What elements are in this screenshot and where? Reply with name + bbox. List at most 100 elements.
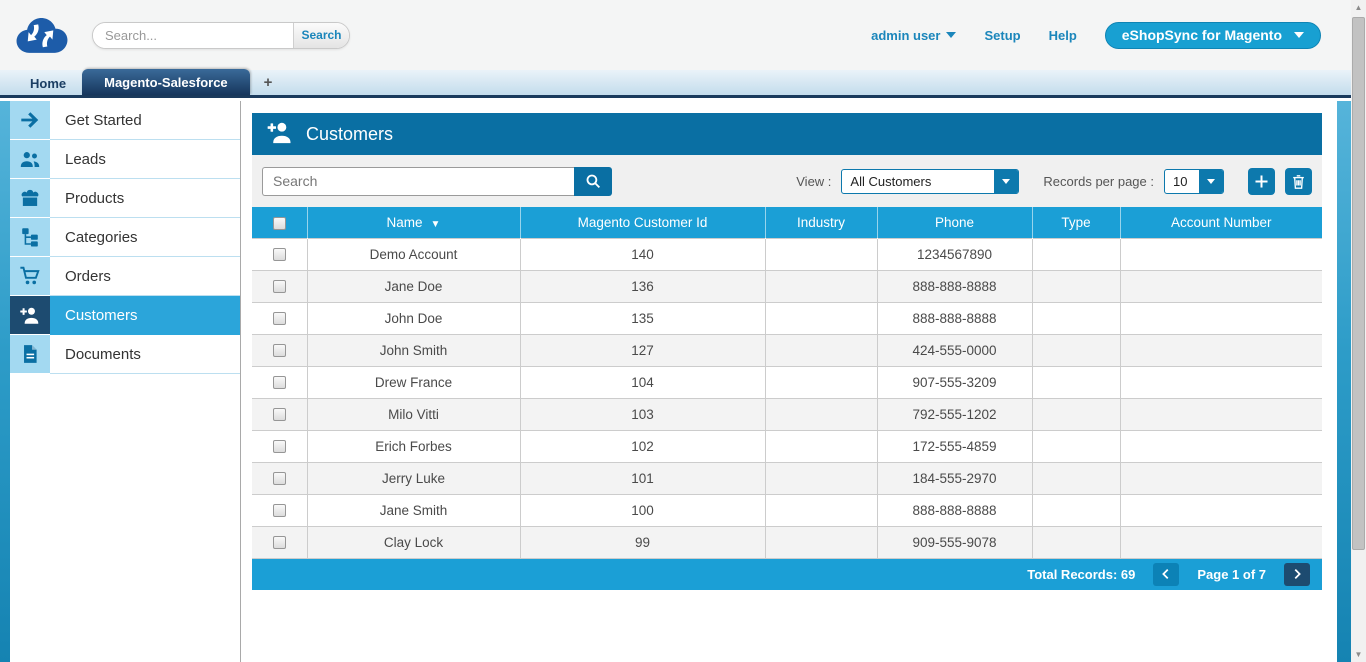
- app-switcher-button[interactable]: eShopSync for Magento: [1104, 21, 1321, 49]
- cell-account-number: [1119, 269, 1322, 303]
- row-checkbox-cell: [252, 525, 308, 559]
- cell-industry: [764, 301, 878, 335]
- row-checkbox[interactable]: [272, 440, 286, 454]
- cell-account-number: [1119, 333, 1322, 367]
- row-checkbox-cell: [252, 461, 308, 495]
- cell-account-number: [1119, 493, 1322, 527]
- table-search-button[interactable]: [574, 166, 612, 196]
- select-all-checkbox[interactable]: [272, 216, 286, 230]
- row-checkbox[interactable]: [272, 280, 286, 294]
- user-menu[interactable]: admin user: [871, 28, 957, 43]
- column-header-type[interactable]: Type: [1032, 207, 1121, 238]
- table-row[interactable]: Demo Account 140 1234567890: [252, 237, 1322, 271]
- row-checkbox-cell: [252, 301, 308, 335]
- cell-phone: 888-888-8888: [876, 493, 1033, 527]
- cell-magento-customer-id: 135: [519, 301, 766, 335]
- row-checkbox-cell: [252, 237, 308, 271]
- sidebar-item-categories[interactable]: Categories: [10, 218, 240, 257]
- scroll-down-arrow-icon[interactable]: ▼: [1354, 650, 1363, 659]
- vertical-scrollbar: ▲ ▼: [1351, 0, 1366, 662]
- table-row[interactable]: Drew France 104 907-555-3209: [252, 365, 1322, 399]
- table-row[interactable]: John Doe 135 888-888-8888: [252, 301, 1322, 335]
- sidebar-item-documents[interactable]: Documents: [10, 335, 240, 374]
- table-row[interactable]: Milo Vitti 103 792-555-1202: [252, 397, 1322, 431]
- cell-name: John Doe: [306, 301, 521, 335]
- table-row[interactable]: Erich Forbes 102 172-555-4859: [252, 429, 1322, 463]
- global-search: Search: [92, 21, 350, 49]
- sidebar-item-customers[interactable]: Customers: [10, 296, 240, 335]
- row-checkbox[interactable]: [272, 504, 286, 518]
- cell-magento-customer-id: 127: [519, 333, 766, 367]
- sidebar-item-orders[interactable]: Orders: [10, 257, 240, 296]
- cell-industry: [764, 333, 878, 367]
- row-checkbox[interactable]: [272, 344, 286, 358]
- sidebar-item-leads[interactable]: Leads: [10, 140, 240, 179]
- page-title: Customers: [306, 123, 394, 144]
- row-checkbox[interactable]: [272, 248, 286, 262]
- column-header-phone[interactable]: Phone: [877, 207, 1033, 238]
- table-header-row: Name ▼ Magento Customer Id Industry Phone Typ…: [252, 207, 1322, 238]
- records-per-page-select[interactable]: 10: [1164, 168, 1224, 194]
- column-header-account-number[interactable]: Account Number: [1120, 207, 1322, 238]
- cell-account-number: [1119, 365, 1322, 399]
- table-body: Demo Account 140 1234567890 Jane Doe 136 888-…: [252, 237, 1322, 559]
- prev-page-button[interactable]: [1153, 562, 1180, 586]
- sidebar-item-label: Leads: [50, 140, 240, 179]
- tab-magento-salesforce[interactable]: Magento-Salesforce: [82, 69, 250, 95]
- cell-account-number: [1119, 461, 1322, 495]
- scrollbar-thumb[interactable]: [1352, 17, 1365, 550]
- cell-name: Jane Smith: [306, 493, 521, 527]
- cell-magento-customer-id: 140: [519, 237, 766, 271]
- chevron-right-icon: [1294, 569, 1301, 579]
- cell-phone: 172-555-4859: [876, 429, 1033, 463]
- row-checkbox-cell: [252, 365, 308, 399]
- cell-phone: 792-555-1202: [876, 397, 1033, 431]
- table-row[interactable]: Clay Lock 99 909-555-9078: [252, 525, 1322, 559]
- row-checkbox[interactable]: [272, 472, 286, 486]
- table-row[interactable]: Jane Doe 136 888-888-8888: [252, 269, 1322, 303]
- help-link[interactable]: Help: [1048, 27, 1077, 43]
- customers-table: Name ▼ Magento Customer Id Industry Phone Typ…: [252, 207, 1322, 559]
- cell-type: [1031, 365, 1121, 399]
- row-checkbox[interactable]: [272, 536, 286, 550]
- tab-bar: Home Magento-Salesforce +: [0, 69, 1351, 98]
- view-label: View :: [796, 173, 832, 189]
- delete-button[interactable]: [1285, 167, 1312, 195]
- cell-magento-customer-id: 136: [519, 269, 766, 303]
- caret-down-icon: [1199, 169, 1223, 193]
- table-row[interactable]: Jane Smith 100 888-888-8888: [252, 493, 1322, 527]
- sidebar-item-label: Get Started: [50, 101, 240, 140]
- sidebar-item-label: Documents: [50, 335, 240, 374]
- tab-home[interactable]: Home: [30, 76, 67, 91]
- global-search-input[interactable]: [93, 22, 293, 48]
- cell-type: [1031, 397, 1121, 431]
- global-search-button[interactable]: Search: [293, 22, 349, 48]
- column-header-magento-customer-id[interactable]: Magento Customer Id: [520, 207, 766, 238]
- cell-name: John Smith: [306, 333, 521, 367]
- sidebar-menu: Get Started Leads Products Categories Orders…: [10, 101, 241, 662]
- cell-type: [1031, 237, 1121, 271]
- top-bar-right: admin user Setup Help eShopSync for Mage…: [871, 21, 1351, 49]
- tab-add-button[interactable]: +: [263, 74, 273, 91]
- column-header-industry[interactable]: Industry: [765, 207, 878, 238]
- row-checkbox[interactable]: [272, 312, 286, 326]
- table-row[interactable]: Jerry Luke 101 184-555-2970: [252, 461, 1322, 495]
- view-select[interactable]: All Customers: [841, 168, 1020, 194]
- sidebar-item-products[interactable]: Products: [10, 179, 240, 218]
- table-search-input[interactable]: [262, 166, 574, 196]
- records-per-page-label: Records per page :: [1043, 173, 1154, 189]
- page-info: Page 1 of 7: [1197, 566, 1266, 582]
- sidebar-item-get-started[interactable]: Get Started: [10, 101, 240, 140]
- cell-name: Jerry Luke: [306, 461, 521, 495]
- scroll-up-arrow-icon[interactable]: ▲: [1354, 3, 1363, 12]
- column-header-name[interactable]: Name ▼: [307, 207, 521, 238]
- setup-link[interactable]: Setup: [984, 27, 1021, 43]
- add-customer-button[interactable]: [1248, 167, 1275, 195]
- cell-type: [1031, 525, 1121, 559]
- cell-phone: 1234567890: [876, 237, 1033, 271]
- row-checkbox[interactable]: [272, 408, 286, 422]
- row-checkbox[interactable]: [272, 376, 286, 390]
- next-page-button[interactable]: [1284, 562, 1310, 586]
- sidebar-item-label: Products: [50, 179, 240, 218]
- table-row[interactable]: John Smith 127 424-555-0000: [252, 333, 1322, 367]
